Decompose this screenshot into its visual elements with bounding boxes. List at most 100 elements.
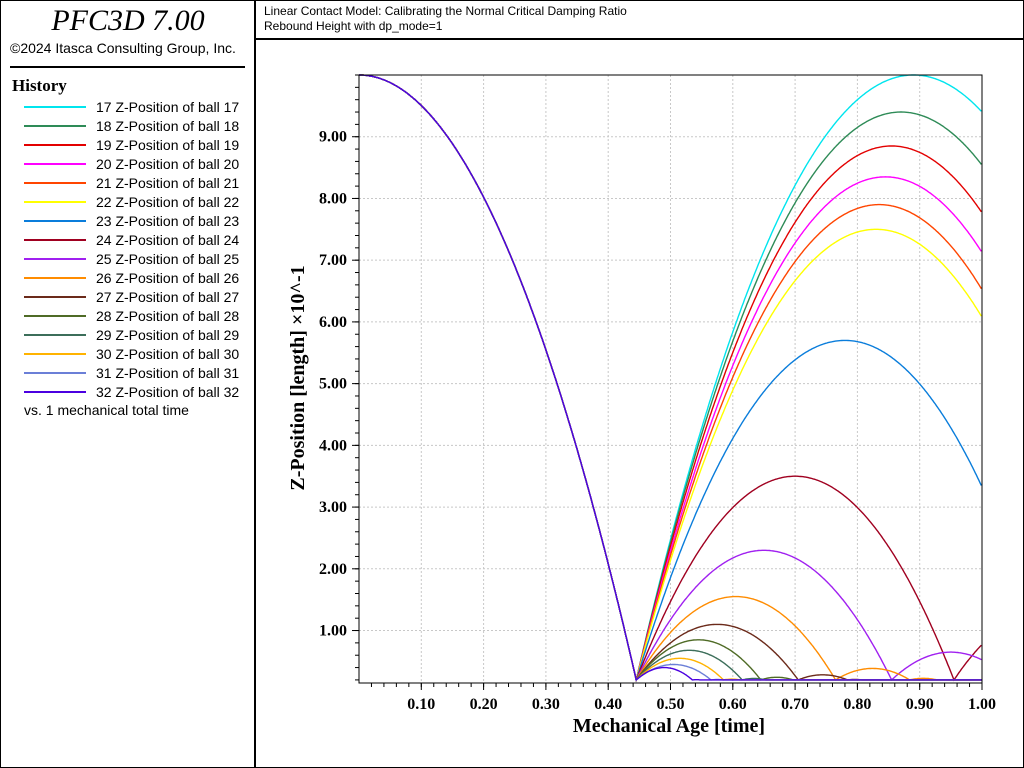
series-line-ball-31: [359, 74, 982, 682]
legend-swatch: [24, 238, 86, 241]
x-tick-label: 0.10: [407, 696, 435, 713]
grid-lines: [359, 75, 983, 683]
legend-label: 27 Z-Position of ball 27: [96, 288, 240, 305]
legend-item: 22 Z-Position of ball 22: [24, 192, 239, 211]
x-tick-label: 1.00: [968, 696, 996, 713]
legend-label: 30 Z-Position of ball 30: [96, 345, 240, 362]
legend-label: 29 Z-Position of ball 29: [96, 326, 240, 343]
legend-label: 23 Z-Position of ball 23: [96, 212, 240, 229]
legend-item: 23 Z-Position of ball 23: [24, 211, 239, 230]
legend-swatch: [24, 181, 86, 184]
chart-header: Linear Contact Model: Calibrating the No…: [256, 0, 1024, 40]
x-tick-label: 0.80: [843, 696, 871, 713]
y-tick-label: 2.00: [319, 561, 347, 578]
series-line-ball-22: [359, 74, 982, 681]
legend-swatch: [24, 314, 86, 317]
x-axis-title: Mechanical Age [time]: [573, 715, 765, 737]
legend-label: 31 Z-Position of ball 31: [96, 364, 240, 381]
series-line-ball-18: [359, 74, 982, 681]
legend-vs-label: vs. 1 mechanical total time: [24, 402, 189, 418]
legend-item: 31 Z-Position of ball 31: [24, 363, 239, 382]
y-tick-label: 7.00: [319, 252, 347, 269]
legend-label: 28 Z-Position of ball 28: [96, 307, 240, 324]
y-axis-title: Z-Position [length] ×10^-1: [287, 265, 309, 490]
x-tick-label: 0.30: [532, 696, 560, 713]
plot-frame: [358, 74, 983, 684]
copyright-text: ©2024 Itasca Consulting Group, Inc.: [10, 40, 236, 56]
y-tick-label: 8.00: [319, 190, 347, 207]
legend-heading: History: [12, 76, 67, 95]
legend-item: 28 Z-Position of ball 28: [24, 306, 239, 325]
x-tick-label: 0.40: [594, 696, 622, 713]
legend-label: 22 Z-Position of ball 22: [96, 193, 240, 210]
legend-label: 25 Z-Position of ball 25: [96, 250, 240, 267]
series-line-ball-23: [359, 74, 983, 683]
series-line-ball-26: [359, 74, 982, 682]
title-divider: [10, 66, 245, 68]
chart-subtitle: Rebound Height with dp_mode=1: [264, 19, 443, 33]
series-line-ball-20: [359, 74, 982, 681]
legend-item: 18 Z-Position of ball 18: [24, 116, 239, 135]
y-tick-label: 4.00: [319, 437, 347, 454]
legend-item: 32 Z-Position of ball 32: [24, 382, 239, 401]
legend-label: 17 Z-Position of ball 17: [96, 98, 240, 115]
legend-item: 17 Z-Position of ball 17: [24, 97, 239, 116]
y-tick-label: 5.00: [319, 376, 347, 393]
series-lines: [359, 74, 983, 683]
legend-swatch: [24, 105, 86, 108]
series-line-ball-19: [359, 74, 982, 681]
legend-swatch: [24, 390, 86, 393]
x-tick-label: 0.20: [470, 696, 498, 713]
series-line-ball-17: [359, 74, 982, 681]
legend-item: 30 Z-Position of ball 30: [24, 344, 239, 363]
series-line-ball-24: [359, 74, 982, 683]
app-title: PFC3D 7.00: [51, 4, 205, 37]
legend-panel: PFC3D 7.00 ©2024 Itasca Consulting Group…: [0, 0, 256, 768]
legend-item: 29 Z-Position of ball 29: [24, 325, 239, 344]
y-tick-label: 1.00: [319, 623, 347, 640]
legend-label: 26 Z-Position of ball 26: [96, 269, 240, 286]
series-line-ball-29: [359, 74, 982, 682]
x-tick-label: 0.50: [657, 696, 685, 713]
legend-swatch: [24, 276, 86, 279]
legend-label: 21 Z-Position of ball 21: [96, 174, 240, 191]
legend-swatch: [24, 333, 86, 336]
legend-list: 17 Z-Position of ball 17 18 Z-Position of…: [24, 97, 239, 401]
legend-item: 21 Z-Position of ball 21: [24, 173, 239, 192]
legend-label: 18 Z-Position of ball 18: [96, 117, 240, 134]
y-tick-label: 3.00: [319, 499, 347, 516]
series-line-ball-27: [359, 74, 982, 682]
legend-item: 25 Z-Position of ball 25: [24, 249, 239, 268]
legend-item: 19 Z-Position of ball 19: [24, 135, 239, 154]
legend-swatch: [24, 352, 86, 355]
x-tick-label: 0.60: [719, 696, 747, 713]
legend-item: 26 Z-Position of ball 26: [24, 268, 239, 287]
legend-label: 32 Z-Position of ball 32: [96, 383, 240, 400]
x-tick-label: 0.90: [906, 696, 934, 713]
series-line-ball-25: [359, 74, 982, 682]
legend-label: 19 Z-Position of ball 19: [96, 136, 240, 153]
series-line-ball-28: [359, 74, 982, 682]
axes: 0.10 0.20 0.30 0.40 0.50 0.60 0.70 0.80 0.90 1.00…: [319, 74, 996, 713]
y-tick-label: 9.00: [319, 129, 347, 146]
legend-swatch: [24, 257, 86, 260]
legend-swatch: [24, 295, 86, 298]
legend-swatch: [24, 162, 86, 165]
chart-title: Linear Contact Model: Calibrating the No…: [264, 4, 627, 18]
legend-label: 20 Z-Position of ball 20: [96, 155, 240, 172]
legend-item: 24 Z-Position of ball 24: [24, 230, 239, 249]
legend-swatch: [24, 219, 86, 222]
legend-swatch: [24, 124, 86, 127]
legend-swatch: [24, 143, 86, 146]
legend-item: 27 Z-Position of ball 27: [24, 287, 239, 306]
series-line-ball-21: [359, 74, 982, 681]
legend-item: 20 Z-Position of ball 20: [24, 154, 239, 173]
series-line-ball-30: [359, 74, 982, 682]
legend-label: 24 Z-Position of ball 24: [96, 231, 240, 248]
legend-swatch: [24, 371, 86, 374]
legend-swatch: [24, 200, 86, 203]
x-tick-label: 0.70: [781, 696, 809, 713]
y-tick-label: 6.00: [319, 314, 347, 331]
series-line-ball-32: [359, 74, 982, 682]
